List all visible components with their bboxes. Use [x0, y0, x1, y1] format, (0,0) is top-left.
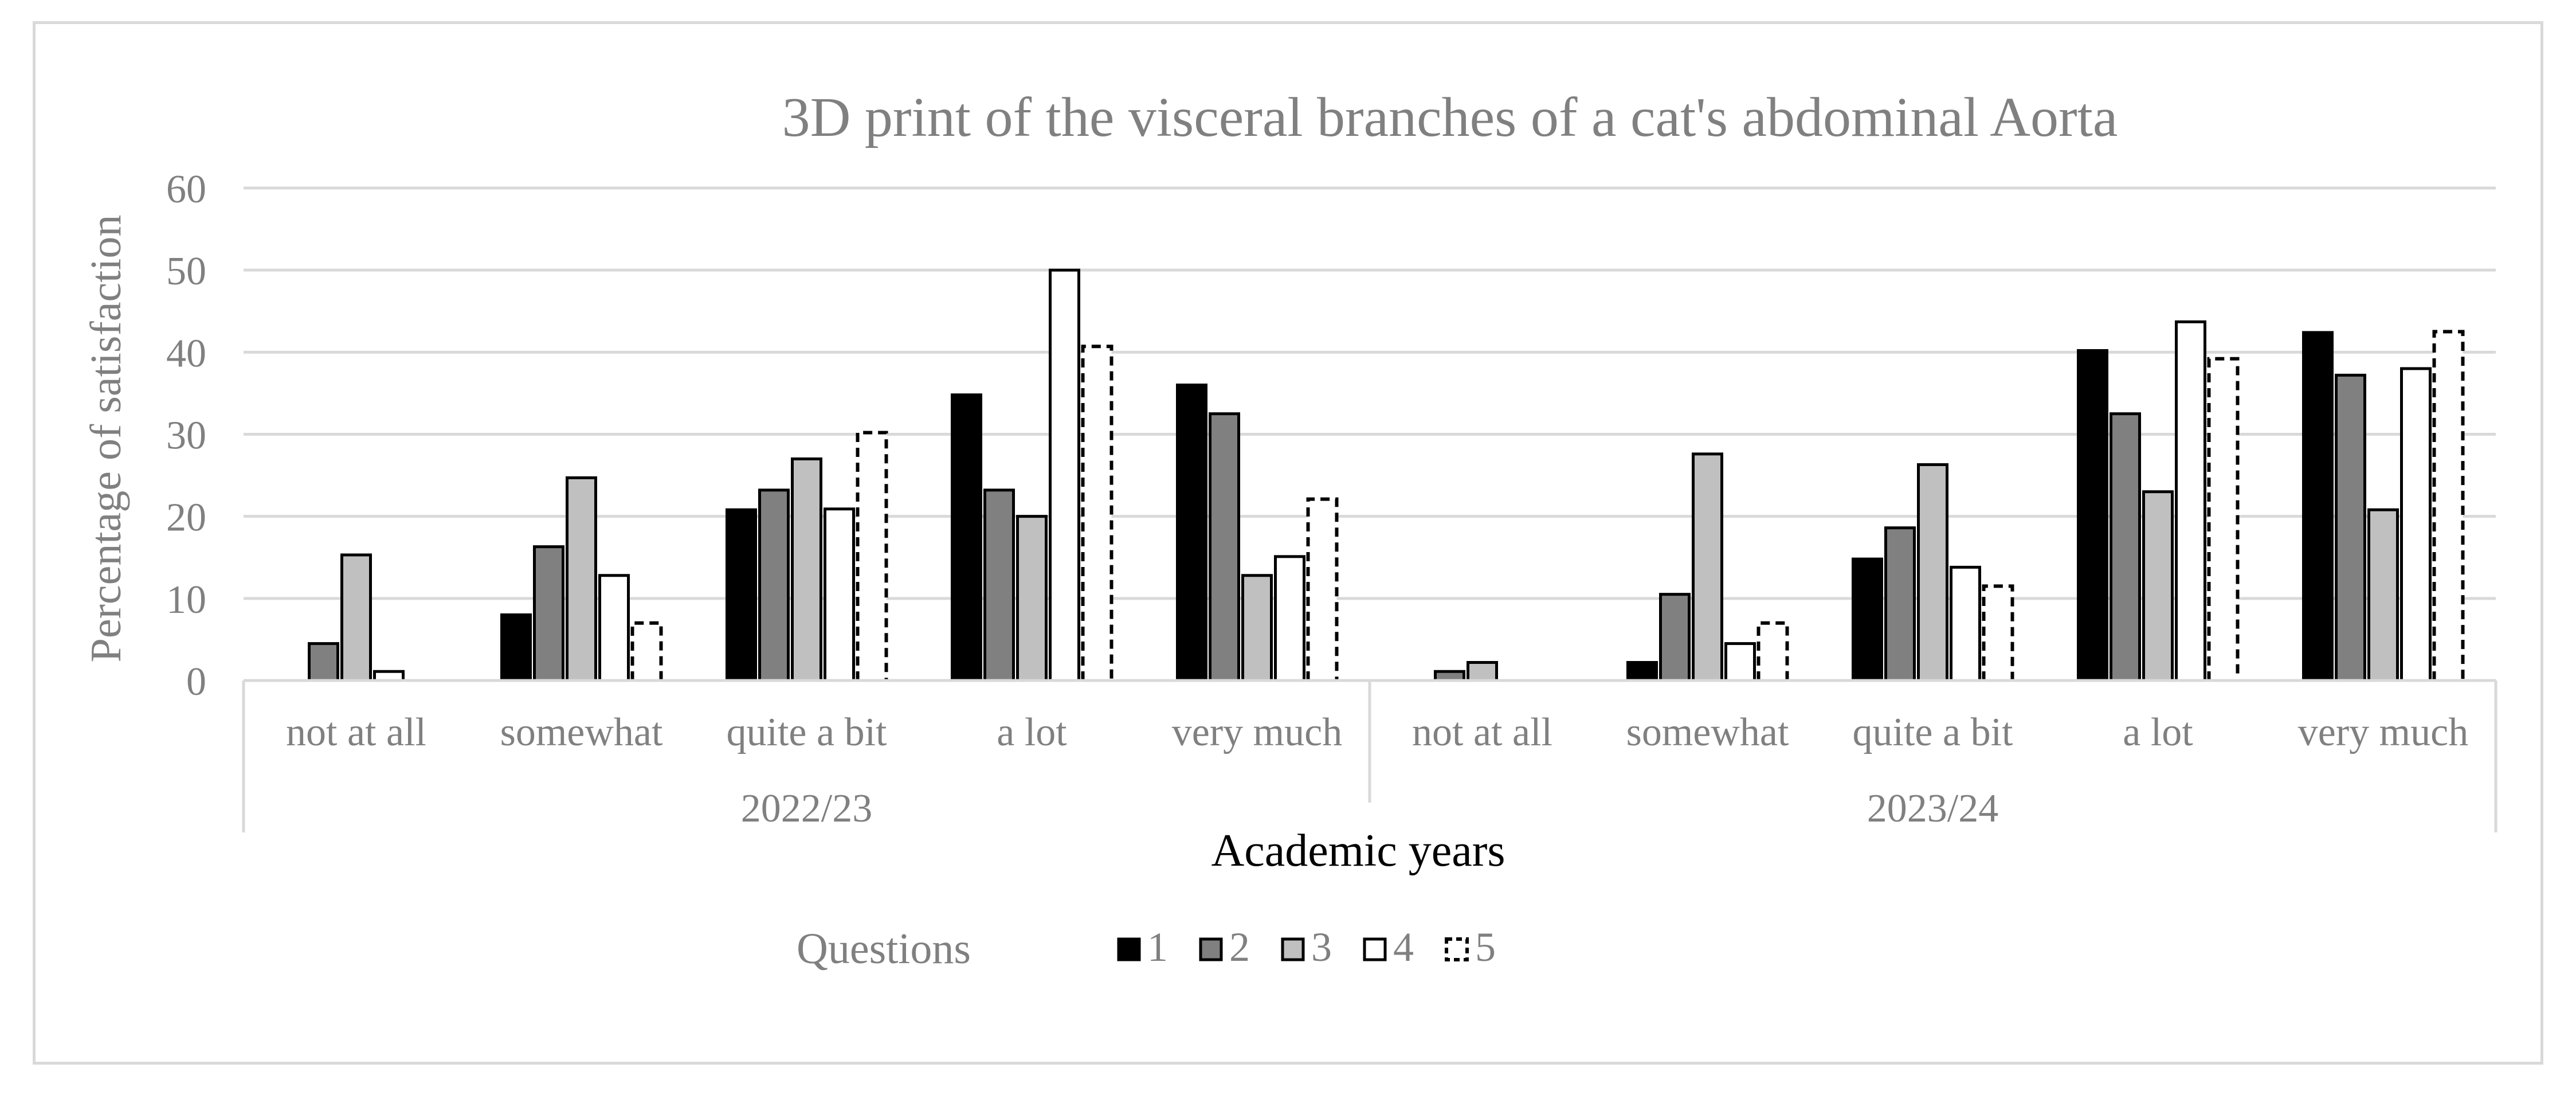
legend-items: 1 2 3 4 5: [1117, 924, 1496, 970]
y-tick-label: 40: [166, 331, 206, 376]
bar-series-1: [2077, 349, 2108, 682]
legend-swatch: [1363, 937, 1387, 961]
x-axis: [242, 679, 2497, 832]
bar-series-2: [2110, 412, 2141, 682]
legend-label: 5: [1475, 924, 1496, 970]
bar-series-4: [1724, 642, 1756, 682]
group-label: 2023/24: [1867, 787, 1998, 831]
legend-swatch: [1445, 937, 1469, 961]
y-axis-title: Percentage of satisfaction: [82, 215, 130, 663]
category-label: a lot: [2123, 710, 2193, 754]
legend-swatch: [1199, 937, 1223, 961]
bar-series-5: [1982, 584, 2014, 681]
legend-label: 2: [1229, 924, 1250, 970]
y-tick-labels: 0 10 20 30 40 50 60: [166, 167, 206, 704]
category-label: somewhat: [1626, 710, 1789, 754]
bar-series-5: [1081, 345, 1113, 681]
bar-series-5: [1756, 621, 1789, 681]
bar-series-2: [758, 488, 790, 682]
category-label: not at all: [1412, 710, 1552, 754]
category-label: quite a bit: [727, 710, 887, 754]
bar-series-2: [2335, 373, 2366, 682]
bar-series-1: [951, 393, 982, 682]
bar-series-3: [1917, 463, 1948, 682]
bar-series-3: [2142, 490, 2174, 682]
legend-item-3: 3: [1281, 924, 1332, 970]
category-label: very much: [2298, 710, 2468, 754]
y-tick-label: 60: [166, 167, 206, 212]
category-labels: not at all somewhat quite a bit a lot very m…: [286, 710, 2468, 831]
bar-series-5: [630, 621, 663, 681]
bar-series-5: [856, 431, 888, 681]
bar-series-2: [983, 488, 1015, 682]
bar-series-4: [2175, 320, 2206, 682]
bar-series-5: [1306, 497, 1339, 681]
legend-item-5: 5: [1445, 924, 1496, 970]
bar-series-1: [1626, 661, 1658, 682]
bar-series-3: [1016, 515, 1048, 682]
bar-series-5: [2432, 330, 2465, 681]
bar-series-4: [598, 574, 630, 682]
y-tick-label: 0: [186, 660, 206, 704]
bar-series-4: [1950, 565, 1981, 682]
legend-label: 1: [1147, 924, 1168, 970]
category-label: not at all: [286, 710, 426, 754]
bar-series-3: [1692, 452, 1723, 682]
bar-series-2: [1884, 526, 1916, 682]
legend-swatch: [1117, 937, 1141, 961]
bar-series-4: [824, 507, 855, 682]
bar-series-2: [308, 642, 339, 682]
bar-series-3: [1467, 661, 1498, 682]
y-tick-label: 10: [166, 578, 206, 622]
category-label: a lot: [997, 710, 1067, 754]
group-label: 2022/23: [741, 787, 872, 831]
bar-series-3: [1241, 574, 1273, 682]
legend-swatch: [1281, 937, 1305, 961]
x-axis-title: Academic years: [1211, 826, 1505, 876]
bar-series-3: [2367, 508, 2399, 682]
chart-title: 3D print of the visceral branches of a c…: [782, 87, 2118, 148]
bar-series-2: [1209, 412, 1240, 682]
bar-series-4: [1049, 268, 1080, 682]
bar-series-2: [533, 545, 564, 682]
y-tick-label: 20: [166, 496, 206, 540]
legend-label: 4: [1393, 924, 1414, 970]
bar-series-5: [2207, 357, 2240, 681]
bar-series-1: [2302, 331, 2334, 682]
legend-item-1: 1: [1117, 924, 1168, 970]
bar-series-4: [2400, 367, 2432, 682]
legend-item-4: 4: [1363, 924, 1414, 970]
bar-series-4: [1274, 555, 1305, 682]
bar-series-1: [500, 613, 532, 682]
y-tick-label: 30: [166, 414, 206, 458]
legend-item-2: 2: [1199, 924, 1250, 970]
bar-series-1: [726, 508, 757, 682]
legend-title: Questions: [797, 925, 971, 973]
category-label: quite a bit: [1853, 710, 2013, 754]
bar-series-3: [566, 476, 597, 682]
category-label: somewhat: [500, 710, 663, 754]
bars: [308, 268, 2465, 682]
category-label: very much: [1172, 710, 1342, 754]
legend-label: 3: [1311, 924, 1332, 970]
bar-series-1: [1176, 384, 1207, 682]
bar-series-1: [1852, 557, 1883, 682]
legend: Questions 1 2 3 4 5: [797, 924, 1496, 973]
bar-series-3: [340, 553, 372, 682]
y-tick-label: 50: [166, 249, 206, 294]
bar-series-2: [1659, 593, 1691, 682]
bar-series-3: [791, 457, 822, 682]
